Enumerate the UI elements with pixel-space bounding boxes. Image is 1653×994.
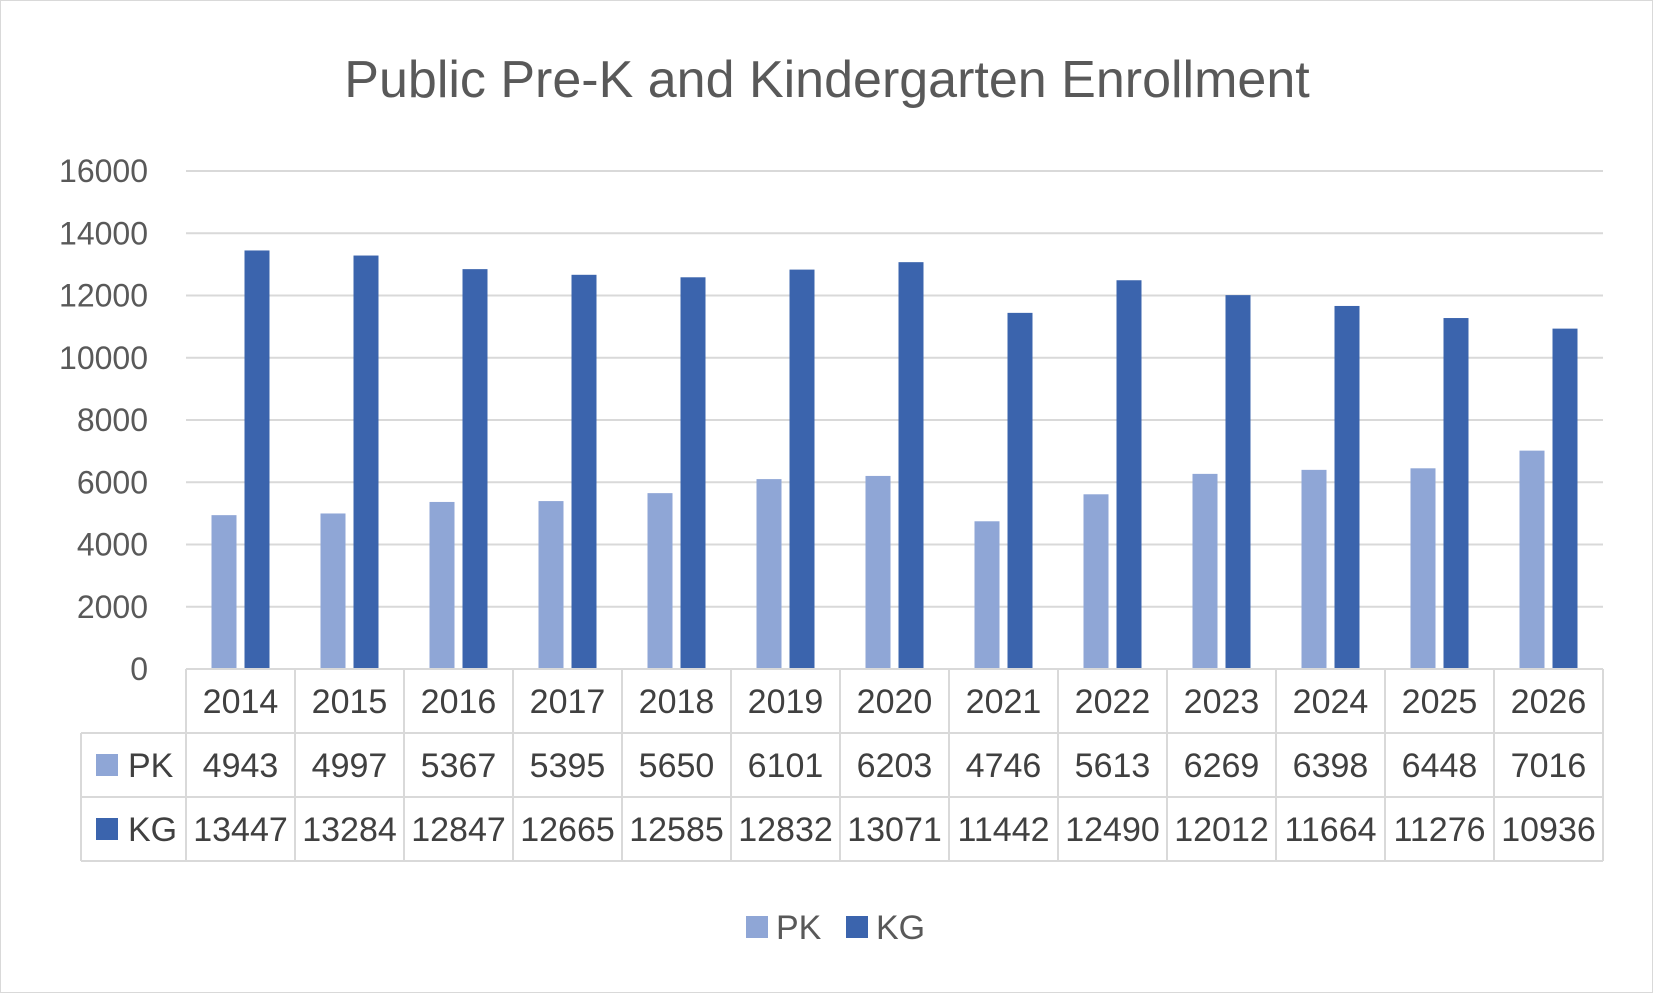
chart-title: Public Pre-K and Kindergarten Enrollment [344, 51, 1310, 109]
table-cell-kg-2016: 12847 [411, 811, 506, 849]
table-header-2026: 2026 [1511, 683, 1587, 721]
data-table: 2014 2015 2016 2017 2018 2019 2020 2021 2022 2023… [80, 668, 1604, 862]
y-tick-label: 14000 [59, 215, 148, 251]
legend-swatch-pk [746, 916, 768, 938]
grid-lines [186, 170, 1603, 670]
legend-swatch-kg [846, 916, 868, 938]
table-cell-pk-2016: 5367 [421, 747, 497, 785]
bar-pk-2022 [1083, 494, 1109, 669]
table-cell-kg-2019: 12832 [738, 811, 833, 849]
table-header-2023: 2023 [1184, 683, 1260, 721]
bar-kg-2024 [1334, 305, 1360, 669]
y-axis: 0 2000 4000 6000 8000 10000 12000 14000 16000 [59, 153, 148, 687]
table-row-label-pk: PK [128, 747, 174, 785]
bar-pk-2025 [1410, 468, 1436, 669]
bar-pk-2023 [1192, 473, 1218, 669]
table-cell-kg-2021: 11442 [957, 811, 1049, 849]
bar-kg-2014 [244, 250, 270, 669]
y-tick-label: 8000 [77, 402, 148, 438]
legend-label-pk: PK [776, 909, 822, 947]
bar-kg-2021 [1007, 312, 1033, 669]
table-cell-kg-2020: 13071 [847, 811, 942, 849]
y-tick-label: 2000 [77, 589, 148, 625]
table-header-2016: 2016 [421, 683, 497, 721]
bars [211, 250, 1578, 669]
table-cell-pk-2018: 5650 [639, 747, 715, 785]
bar-pk-2015 [320, 513, 346, 669]
table-header-2025: 2025 [1402, 683, 1478, 721]
table-row-label-kg: KG [128, 811, 177, 849]
table-header-2015: 2015 [312, 683, 388, 721]
bar-kg-2023 [1225, 295, 1251, 669]
bar-pk-2026 [1519, 450, 1545, 669]
table-cell-kg-2026: 10936 [1501, 811, 1596, 849]
table-header-2019: 2019 [748, 683, 824, 721]
table-header-2020: 2020 [857, 683, 933, 721]
table-cell-kg-2014: 13447 [193, 811, 288, 849]
y-tick-label: 10000 [59, 340, 148, 376]
legend: PK KG [746, 909, 925, 947]
bar-kg-2015 [353, 255, 379, 669]
y-tick-label: 4000 [77, 527, 148, 563]
table-cell-pk-2017: 5395 [530, 747, 606, 785]
bar-pk-2017 [538, 501, 564, 669]
bar-kg-2020 [898, 262, 924, 669]
legend-label-kg: KG [876, 909, 925, 947]
table-header-2018: 2018 [639, 683, 715, 721]
bar-kg-2019 [789, 269, 815, 669]
table-header-2022: 2022 [1075, 683, 1151, 721]
table-cell-pk-2015: 4997 [312, 747, 388, 785]
bar-kg-2026 [1552, 328, 1578, 669]
table-cell-pk-2023: 6269 [1184, 747, 1260, 785]
y-tick-label: 12000 [59, 278, 148, 314]
bar-pk-2021 [974, 521, 1000, 669]
table-key-kg [96, 818, 118, 840]
bar-pk-2014 [211, 515, 237, 669]
table-cell-pk-2021: 4746 [966, 747, 1042, 785]
table-cell-pk-2019: 6101 [748, 747, 824, 785]
bar-kg-2025 [1443, 318, 1469, 669]
bar-kg-2022 [1116, 280, 1142, 669]
y-tick-label: 16000 [59, 153, 148, 189]
table-header-2017: 2017 [530, 683, 606, 721]
table-cell-kg-2022: 12490 [1065, 811, 1160, 849]
table-header-2024: 2024 [1293, 683, 1369, 721]
table-cell-kg-2024: 11664 [1284, 811, 1376, 849]
bar-kg-2017 [571, 274, 597, 669]
table-cell-pk-2022: 5613 [1075, 747, 1151, 785]
table-cell-pk-2025: 6448 [1402, 747, 1478, 785]
table-cell-kg-2025: 11276 [1393, 811, 1485, 849]
bar-pk-2019 [756, 479, 782, 669]
bar-pk-2018 [647, 493, 673, 669]
bar-pk-2016 [429, 501, 455, 669]
y-tick-label: 6000 [77, 464, 148, 500]
bar-kg-2018 [680, 277, 706, 669]
table-key-pk [96, 754, 118, 776]
table-cell-pk-2024: 6398 [1293, 747, 1369, 785]
table-cell-kg-2017: 12665 [520, 811, 615, 849]
bar-pk-2024 [1301, 469, 1327, 669]
table-cell-pk-2020: 6203 [857, 747, 933, 785]
table-header-2014: 2014 [203, 683, 279, 721]
y-tick-label: 0 [130, 651, 148, 687]
table-header-2021: 2021 [966, 683, 1042, 721]
bar-kg-2016 [462, 269, 488, 669]
table-cell-kg-2023: 12012 [1174, 811, 1269, 849]
table-cell-pk-2014: 4943 [203, 747, 279, 785]
table-cell-kg-2018: 12585 [629, 811, 724, 849]
bar-pk-2020 [865, 475, 891, 669]
table-cell-kg-2015: 13284 [302, 811, 397, 849]
table-cell-pk-2026: 7016 [1511, 747, 1587, 785]
